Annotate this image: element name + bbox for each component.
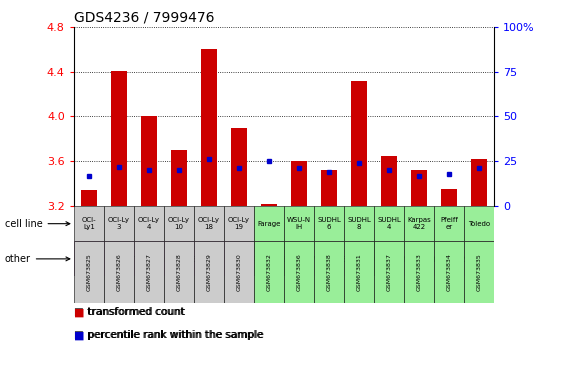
Bar — [74, 241, 254, 276]
Bar — [170, 150, 187, 206]
Text: GSM673830: GSM673830 — [236, 253, 241, 291]
Bar — [201, 49, 217, 206]
Bar — [284, 206, 314, 241]
Bar — [194, 241, 224, 303]
Bar — [134, 241, 164, 303]
Text: GSM673826: GSM673826 — [116, 253, 122, 291]
Bar — [164, 206, 194, 241]
Text: GSM673832: GSM673832 — [266, 253, 272, 291]
Bar — [104, 241, 134, 303]
Bar — [284, 241, 374, 276]
Bar — [81, 190, 97, 206]
Text: OCI-Ly
19: OCI-Ly 19 — [228, 217, 250, 230]
Text: OCI-Ly
4: OCI-Ly 4 — [138, 217, 160, 230]
Text: Karpas
422: Karpas 422 — [407, 217, 431, 230]
Bar — [404, 206, 434, 241]
Bar — [224, 206, 254, 241]
Text: percentile rank within the sample: percentile rank within the sample — [88, 330, 264, 340]
Text: GSM673834: GSM673834 — [446, 253, 452, 291]
Text: SUDHL
8: SUDHL 8 — [347, 217, 371, 230]
Bar — [344, 241, 374, 303]
Text: transformed count: transformed count — [88, 307, 185, 317]
Text: GSM673825: GSM673825 — [86, 253, 91, 291]
Bar — [464, 241, 494, 303]
Bar — [374, 241, 404, 303]
Text: GSM673838: GSM673838 — [327, 253, 332, 291]
Bar — [464, 206, 494, 241]
Text: GSM673827: GSM673827 — [147, 253, 152, 291]
Text: GSM673829: GSM673829 — [206, 253, 211, 291]
Bar — [74, 241, 104, 303]
Text: SUDHL
6: SUDHL 6 — [317, 217, 341, 230]
Text: GSM673837: GSM673837 — [387, 253, 391, 291]
Bar — [111, 71, 127, 206]
Bar — [291, 161, 307, 206]
Text: ■ percentile rank within the sample: ■ percentile rank within the sample — [74, 330, 263, 340]
Text: GSM673835: GSM673835 — [477, 253, 482, 291]
Text: cell line: cell line — [5, 218, 70, 229]
Text: SUDHL
4: SUDHL 4 — [377, 217, 401, 230]
Text: other: other — [5, 254, 70, 264]
Text: GSM673828: GSM673828 — [177, 253, 181, 291]
Bar — [261, 204, 277, 206]
Bar — [351, 81, 367, 206]
Text: OCI-
Ly1: OCI- Ly1 — [82, 217, 96, 230]
Text: GDS4236 / 7999476: GDS4236 / 7999476 — [74, 10, 214, 24]
Bar — [194, 206, 224, 241]
Bar — [434, 241, 464, 303]
Bar — [134, 206, 164, 241]
Bar — [374, 206, 404, 241]
Bar — [254, 241, 284, 303]
Text: rapamycin: resistant: rapamycin: resistant — [377, 254, 492, 264]
Text: Pfeiff
er: Pfeiff er — [440, 217, 458, 230]
Text: rapamy
cin: resi
stant: rapamy cin: resi stant — [252, 245, 286, 273]
Bar — [321, 170, 337, 206]
Bar — [471, 159, 487, 206]
Text: ■: ■ — [74, 330, 84, 340]
Text: rapamycin: sensitive: rapamycin: sensitive — [106, 254, 222, 264]
Text: GSM673836: GSM673836 — [296, 253, 302, 291]
Text: Farage: Farage — [257, 221, 281, 227]
Bar — [441, 189, 457, 206]
Text: OCI-Ly
10: OCI-Ly 10 — [168, 217, 190, 230]
Text: ■ transformed count: ■ transformed count — [74, 307, 184, 317]
Bar — [404, 241, 434, 303]
Text: OCI-Ly
3: OCI-Ly 3 — [108, 217, 130, 230]
Text: WSU-N
IH: WSU-N IH — [287, 217, 311, 230]
Bar — [284, 241, 314, 303]
Bar — [314, 206, 344, 241]
Bar — [374, 241, 494, 276]
Bar — [164, 241, 194, 303]
Bar — [74, 206, 104, 241]
Bar — [104, 206, 134, 241]
Bar — [141, 116, 157, 206]
Text: OCI-Ly
18: OCI-Ly 18 — [198, 217, 220, 230]
Bar — [411, 170, 427, 206]
Text: ■: ■ — [74, 307, 84, 317]
Text: rapamycin: sensitive: rapamycin: sensitive — [278, 254, 380, 264]
Bar — [254, 241, 284, 276]
Text: Toledo: Toledo — [468, 221, 490, 227]
Bar — [231, 127, 247, 206]
Bar — [254, 206, 284, 241]
Bar — [381, 156, 398, 206]
Bar — [434, 206, 464, 241]
Bar — [224, 241, 254, 303]
Text: GSM673831: GSM673831 — [357, 253, 362, 291]
Text: GSM673833: GSM673833 — [416, 253, 421, 291]
Bar — [344, 206, 374, 241]
Bar — [314, 241, 344, 303]
